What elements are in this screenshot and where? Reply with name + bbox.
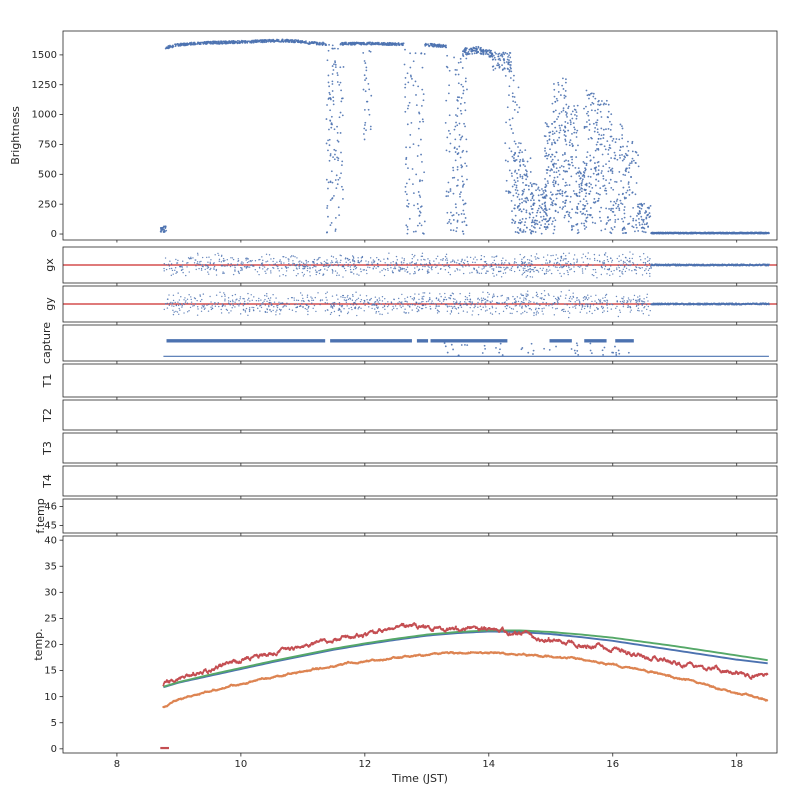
- chart-canvas: [0, 0, 789, 798]
- figure-root: Flare Telescope Observation Status: 2026…: [0, 0, 789, 798]
